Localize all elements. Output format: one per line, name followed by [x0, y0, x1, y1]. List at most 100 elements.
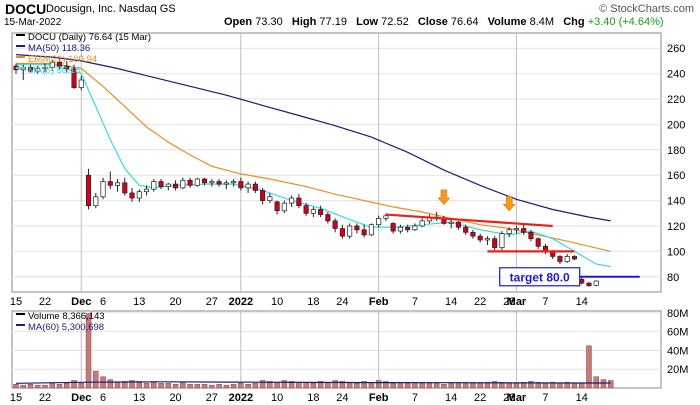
candle-body: [187, 179, 193, 186]
candle: [354, 223, 360, 234]
candle: [477, 233, 483, 243]
x-tick-label: 28: [503, 392, 515, 404]
volume-frame: [11, 310, 662, 389]
candle: [339, 224, 345, 239]
candle: [245, 181, 251, 193]
chg-label: Chg: [563, 16, 585, 28]
candle: [325, 212, 331, 224]
candle-body: [85, 174, 92, 207]
candle-body: [412, 225, 418, 231]
volume-bar: [339, 381, 346, 389]
legend-entry: MA(50) 118.36: [28, 43, 90, 54]
volume-bar: [303, 382, 309, 389]
candle-body: [194, 178, 200, 186]
candle: [49, 59, 55, 72]
legend-swatch: [16, 313, 25, 315]
candle-body: [49, 61, 55, 68]
candle-body: [180, 179, 186, 189]
candle: [499, 231, 505, 251]
candle-body: [144, 188, 150, 193]
volume-bar: [528, 381, 534, 389]
volume-bar: [49, 383, 56, 389]
candle-body: [318, 209, 324, 215]
candle-body: [513, 228, 519, 231]
candle: [194, 177, 200, 187]
candle-body: [332, 220, 338, 229]
legend-entry: MA(60) 5,300,698: [28, 322, 104, 333]
volume-bar: [361, 381, 367, 389]
target-label-box: [499, 267, 581, 287]
high-label: High: [291, 16, 317, 28]
x-tick-label: Mar: [507, 296, 527, 308]
chg-value: +3.40 (+4.64%): [587, 16, 664, 28]
close-value: 76.64: [450, 16, 479, 28]
candle: [390, 222, 396, 234]
candle-body: [56, 61, 63, 67]
down-arrow-icon: [502, 195, 516, 212]
candle: [158, 179, 164, 190]
volume-bar: [187, 383, 193, 389]
volume-tick-label: 80M: [667, 308, 688, 320]
candle: [85, 168, 92, 210]
volume-bar: [390, 383, 396, 389]
candle-body: [325, 214, 331, 222]
candle: [455, 220, 461, 230]
candle: [71, 64, 77, 89]
candle: [165, 182, 171, 191]
x-tick-label: 10: [271, 296, 283, 308]
volume-bar: [27, 383, 34, 389]
x-tick-label: Dec: [71, 296, 91, 308]
candle-body: [252, 183, 258, 191]
candle: [593, 280, 599, 287]
candle-body: [100, 181, 106, 198]
x-tick-label: 7: [412, 296, 418, 308]
candle: [56, 57, 63, 70]
x-tick-label: 27: [206, 392, 218, 404]
x-tick-label: 27: [206, 296, 218, 308]
candle: [557, 255, 563, 265]
x-tick-label: 14: [445, 296, 457, 308]
ema21-line: [16, 62, 611, 252]
x-tick-label: 13: [133, 392, 145, 404]
volume-bar: [151, 382, 157, 389]
volume-bar: [346, 382, 353, 389]
candle-body: [173, 183, 179, 189]
legend-entry: Volume 8,366,143: [28, 311, 105, 322]
price-tick-label: 120: [667, 221, 685, 233]
x-tick-label: 14: [445, 392, 457, 404]
quote-date: 15-Mar-2022: [4, 17, 62, 28]
price-tick-label: 220: [667, 94, 685, 106]
x-tick-label: 28: [503, 296, 515, 308]
volume-bar: [114, 382, 121, 389]
volume-bar: [354, 383, 360, 389]
candle: [528, 229, 534, 242]
volume-bar: [419, 383, 425, 389]
candle: [187, 177, 193, 188]
candle-body: [260, 190, 266, 201]
volume-bar: [375, 380, 382, 389]
price-panel: 80 100 120 140 160 180 200 220 240 260 target 80.0…: [11, 32, 685, 293]
candle: [260, 187, 266, 205]
candle: [267, 192, 273, 204]
candle: [368, 223, 374, 237]
legend-swatch: [16, 56, 25, 58]
x-tick-label: 6: [100, 296, 106, 308]
price-tick-label: 180: [667, 145, 685, 157]
candle: [173, 180, 179, 191]
x-tick-label: 24: [336, 392, 348, 404]
x-tick-label: 18: [307, 296, 319, 308]
candle: [376, 215, 382, 228]
candle: [289, 195, 295, 207]
candle-body: [557, 256, 563, 262]
volume-bar: [325, 382, 331, 389]
candle-body: [448, 221, 454, 224]
volume-bar: [107, 379, 114, 389]
candle: [209, 179, 215, 187]
candle: [93, 192, 99, 209]
close-label: Close: [417, 16, 448, 28]
x-tick-label: 2022: [229, 296, 253, 308]
candle: [252, 181, 258, 193]
volume-bar: [35, 384, 41, 389]
candle-body: [231, 181, 237, 184]
